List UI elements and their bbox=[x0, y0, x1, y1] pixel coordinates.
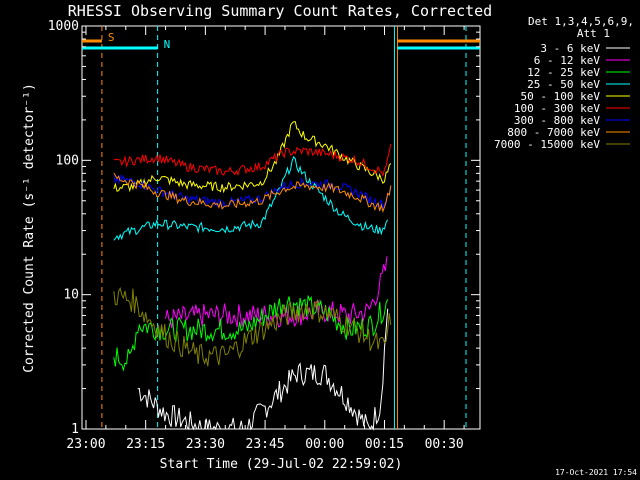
y-axis-label: Corrected Count Rate (s⁻¹ detector⁻¹) bbox=[22, 83, 37, 373]
flag-label-S: S bbox=[108, 31, 115, 44]
chart-title: RHESSI Observing Summary Count Rates, Co… bbox=[68, 2, 492, 20]
x-tick-label-2: 23:30 bbox=[186, 437, 225, 452]
series-line-4 bbox=[113, 121, 392, 194]
y-tick-label-0: 1 bbox=[71, 422, 79, 437]
legend-label-2: 12 - 25 keV bbox=[527, 66, 600, 79]
y-tick-label-1: 10 bbox=[63, 288, 79, 303]
x-tick-label-3: 23:45 bbox=[246, 437, 285, 452]
timestamp: 17-Oct-2021 17:54 bbox=[555, 468, 637, 477]
legend-header-line-1: Det 1,3,4,5,6,9, bbox=[528, 15, 634, 28]
series-line-0 bbox=[137, 308, 389, 431]
x-tick-label-4: 00:00 bbox=[305, 437, 344, 452]
x-tick-label-6: 00:30 bbox=[425, 437, 464, 452]
legend-label-7: 800 - 7000 keV bbox=[507, 126, 600, 139]
series-line-3 bbox=[113, 155, 389, 241]
legend-label-5: 100 - 300 keV bbox=[514, 102, 600, 115]
series-line-5 bbox=[113, 144, 392, 177]
series-line-6 bbox=[113, 173, 392, 210]
y-tick-label-3: 1000 bbox=[48, 19, 79, 34]
series-line-8 bbox=[113, 286, 392, 367]
y-tick-label-2: 100 bbox=[56, 153, 79, 168]
legend-label-6: 300 - 800 keV bbox=[514, 114, 600, 127]
x-tick-label-0: 23:00 bbox=[66, 437, 105, 452]
flag-label-N: N bbox=[164, 38, 171, 51]
legend-label-1: 6 - 12 keV bbox=[534, 54, 601, 67]
legend-header-line-2: Att 1 bbox=[577, 27, 610, 40]
x-axis: 23:00 23:15 23:30 23:45 00:00 00:15 00:30 bbox=[66, 26, 465, 452]
x-tick-label-5: 00:15 bbox=[365, 437, 404, 452]
x-tick-label-1: 23:15 bbox=[126, 437, 165, 452]
legend-label-8: 7000 - 15000 keV bbox=[494, 138, 600, 151]
plot-border bbox=[81, 25, 481, 430]
series-line-7 bbox=[113, 172, 392, 213]
y-axis: 1 10 100 1000 bbox=[48, 19, 480, 437]
legend-label-3: 25 - 50 keV bbox=[527, 78, 600, 91]
legend-label-0: 3 - 6 keV bbox=[540, 42, 600, 55]
legend-label-4: 50 - 100 keV bbox=[521, 90, 601, 103]
x-axis-label: Start Time (29-Jul-02 22:59:02) bbox=[160, 457, 403, 472]
flag-layer: SN bbox=[82, 26, 480, 429]
plot-frame bbox=[81, 25, 481, 430]
series-line-1 bbox=[165, 256, 388, 329]
series-layer bbox=[113, 121, 392, 431]
